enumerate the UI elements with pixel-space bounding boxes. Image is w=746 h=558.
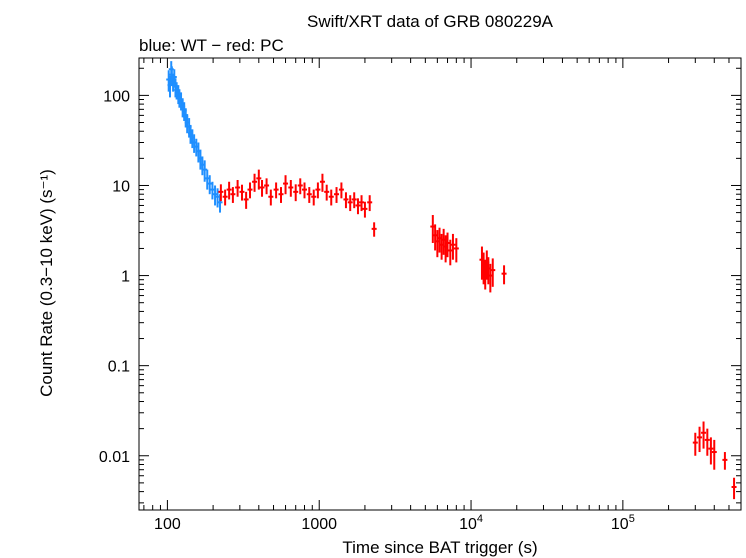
x-tick-label: 105 bbox=[611, 513, 635, 533]
y-axis-label: Count Rate (0.3−10 keV) (s⁻¹) bbox=[37, 169, 56, 397]
y-tick-label: 0.1 bbox=[108, 359, 130, 376]
x-axis-label: Time since BAT trigger (s) bbox=[342, 538, 537, 557]
y-tick-label: 10 bbox=[112, 178, 130, 195]
y-tick-label: 0.01 bbox=[99, 449, 130, 466]
y-tick-label: 100 bbox=[103, 88, 130, 105]
x-tick-label: 1000 bbox=[301, 516, 337, 533]
y-tick-label: 1 bbox=[121, 269, 130, 286]
x-tick-label-exponent: 5 bbox=[629, 513, 635, 525]
axis-ticks bbox=[139, 58, 742, 510]
chart-subtitle: blue: WT − red: PC bbox=[139, 36, 284, 55]
chart-title: Swift/XRT data of GRB 080229A bbox=[307, 12, 554, 31]
x-tick-label: 100 bbox=[154, 516, 181, 533]
data-marks bbox=[166, 61, 737, 500]
plot-frame bbox=[138, 57, 742, 511]
tick-labels: 100 1000 104 105 100 10 1 0.1 0.01 bbox=[99, 88, 635, 533]
x-tick-label-exponent: 4 bbox=[477, 513, 483, 525]
x-tick-label: 104 bbox=[459, 513, 483, 533]
